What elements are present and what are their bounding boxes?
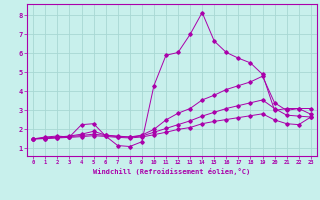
X-axis label: Windchill (Refroidissement éolien,°C): Windchill (Refroidissement éolien,°C)	[93, 168, 251, 175]
